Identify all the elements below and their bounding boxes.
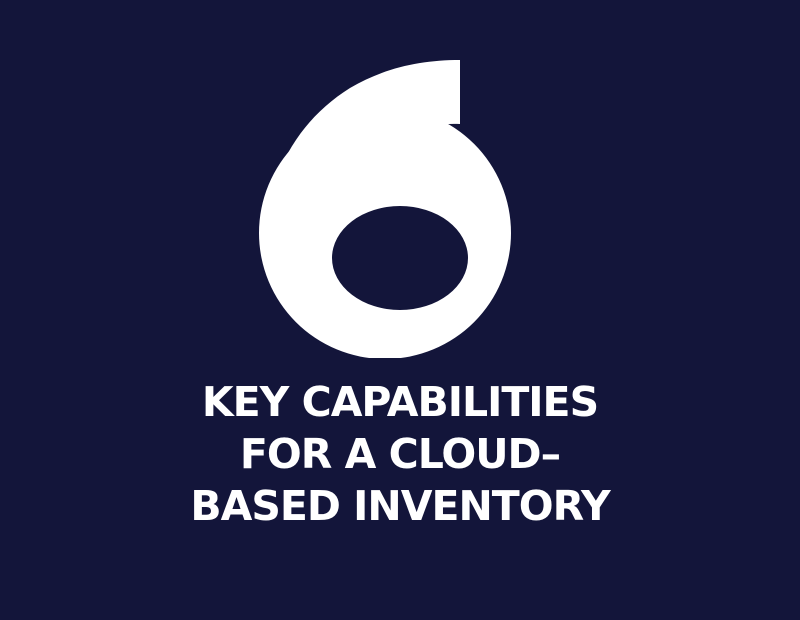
headline: KEY CAPABILITIES FOR A CLOUD– BASED INVE…: [0, 376, 800, 532]
headline-line-3: BASED INVENTORY: [190, 482, 610, 530]
headline-line-2: FOR A CLOUD–: [239, 430, 561, 478]
headline-line-1: KEY CAPABILITIES: [201, 378, 599, 426]
number-six-glyph: [259, 60, 511, 358]
big-number-six: [0, 58, 800, 358]
